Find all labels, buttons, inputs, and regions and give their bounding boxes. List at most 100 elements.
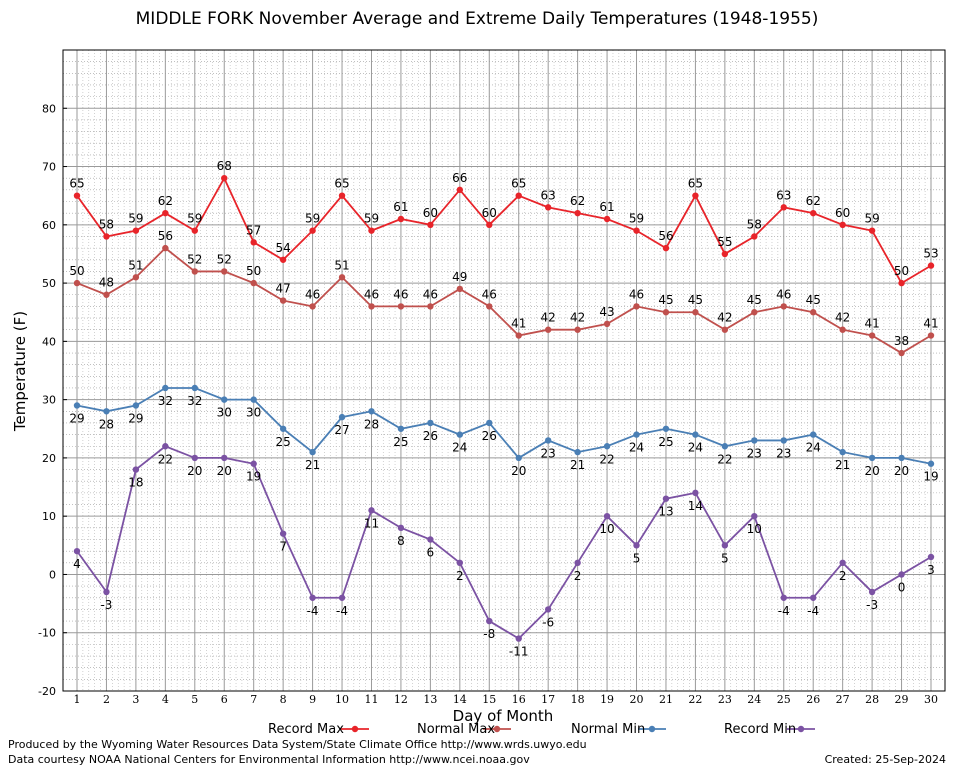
created-date: Created: 25-Sep-2024 <box>824 753 946 766</box>
data-point <box>839 221 846 229</box>
x-tick-label: 6 <box>221 693 228 706</box>
data-point <box>103 588 110 596</box>
data-point <box>662 425 670 432</box>
data-label: 46 <box>305 287 320 301</box>
y-axis-label: Temperature (F) <box>11 310 29 432</box>
data-point <box>486 221 493 229</box>
data-label: 11 <box>364 516 379 530</box>
data-point <box>103 233 110 240</box>
data-label: 42 <box>835 311 850 325</box>
data-point <box>515 454 522 462</box>
data-label: 46 <box>629 287 644 301</box>
x-tick-label: 24 <box>747 693 761 706</box>
data-point <box>898 279 905 287</box>
data-label: 65 <box>511 177 526 191</box>
data-label: 56 <box>158 229 173 243</box>
data-point <box>397 303 405 310</box>
data-point <box>486 419 493 427</box>
data-point <box>132 466 140 473</box>
data-label: 25 <box>275 435 290 449</box>
data-label: 26 <box>423 429 438 443</box>
data-point <box>721 443 729 450</box>
legend <box>341 725 815 733</box>
y-tick-label: -10 <box>38 627 56 640</box>
data-label: 43 <box>599 305 614 319</box>
x-tick-label: 23 <box>718 693 732 706</box>
data-label: 28 <box>99 417 114 431</box>
data-point <box>368 227 375 234</box>
legend-marker <box>797 725 805 733</box>
data-label: 23 <box>776 446 791 460</box>
data-label: 19 <box>923 470 938 484</box>
data-point <box>633 542 640 549</box>
data-point <box>279 297 287 304</box>
data-point <box>810 431 817 438</box>
data-point <box>250 396 257 403</box>
data-label: 27 <box>334 423 349 437</box>
data-label: 65 <box>69 177 84 191</box>
x-tick-label: 27 <box>836 693 850 706</box>
data-point <box>810 594 817 601</box>
data-point <box>132 227 140 234</box>
data-point <box>839 448 846 456</box>
y-tick-label: 30 <box>42 394 56 407</box>
data-point <box>338 274 346 281</box>
data-label: 60 <box>423 206 438 220</box>
data-point <box>927 553 935 561</box>
data-point <box>427 536 434 543</box>
data-point <box>692 431 699 438</box>
data-label: 2 <box>839 569 847 583</box>
data-label: 21 <box>305 458 320 472</box>
data-label: 25 <box>393 435 408 449</box>
y-tick-label: 10 <box>42 510 56 523</box>
data-label: 22 <box>158 452 173 466</box>
data-label: 55 <box>717 235 732 249</box>
data-label: 62 <box>570 194 585 208</box>
data-label: 26 <box>482 429 497 443</box>
data-label: -4 <box>807 604 819 618</box>
data-label: 24 <box>806 441 821 455</box>
data-label: 61 <box>599 200 614 214</box>
data-point <box>397 215 405 223</box>
data-point <box>633 303 640 310</box>
data-label: 20 <box>511 464 526 478</box>
data-label: -8 <box>483 627 495 641</box>
legend-label-record-max: Record Max <box>268 722 344 737</box>
y-tick-label: 50 <box>42 277 56 290</box>
data-label: 23 <box>747 446 762 460</box>
data-point <box>544 606 552 613</box>
data-point <box>368 408 375 415</box>
data-point <box>662 309 670 316</box>
data-label: 13 <box>658 505 673 519</box>
data-point <box>250 460 257 467</box>
data-point <box>279 530 287 537</box>
data-label: 62 <box>158 194 173 208</box>
x-tick-label: 8 <box>280 693 287 706</box>
data-point <box>662 495 670 502</box>
data-point <box>456 559 464 566</box>
data-label: 63 <box>541 188 556 202</box>
data-label: 52 <box>217 252 232 266</box>
x-tick-label: 18 <box>571 693 585 706</box>
data-label: 2 <box>574 569 582 583</box>
data-point <box>456 431 464 438</box>
data-point <box>486 617 493 625</box>
data-point <box>162 244 169 252</box>
y-tick-label: 60 <box>42 219 56 232</box>
data-label: 42 <box>717 311 732 325</box>
data-point <box>721 542 729 549</box>
data-label: 56 <box>658 229 673 243</box>
data-label: -11 <box>509 645 529 659</box>
data-label: 10 <box>747 522 762 536</box>
data-label: 51 <box>334 258 349 272</box>
data-label: 10 <box>599 522 614 536</box>
data-point <box>721 326 729 333</box>
data-label: 5 <box>721 551 729 565</box>
data-point <box>250 239 257 246</box>
y-tick-label: 20 <box>42 452 56 465</box>
data-label: 25 <box>658 435 673 449</box>
data-point <box>162 209 169 217</box>
data-point <box>544 437 552 444</box>
data-label: 46 <box>393 287 408 301</box>
